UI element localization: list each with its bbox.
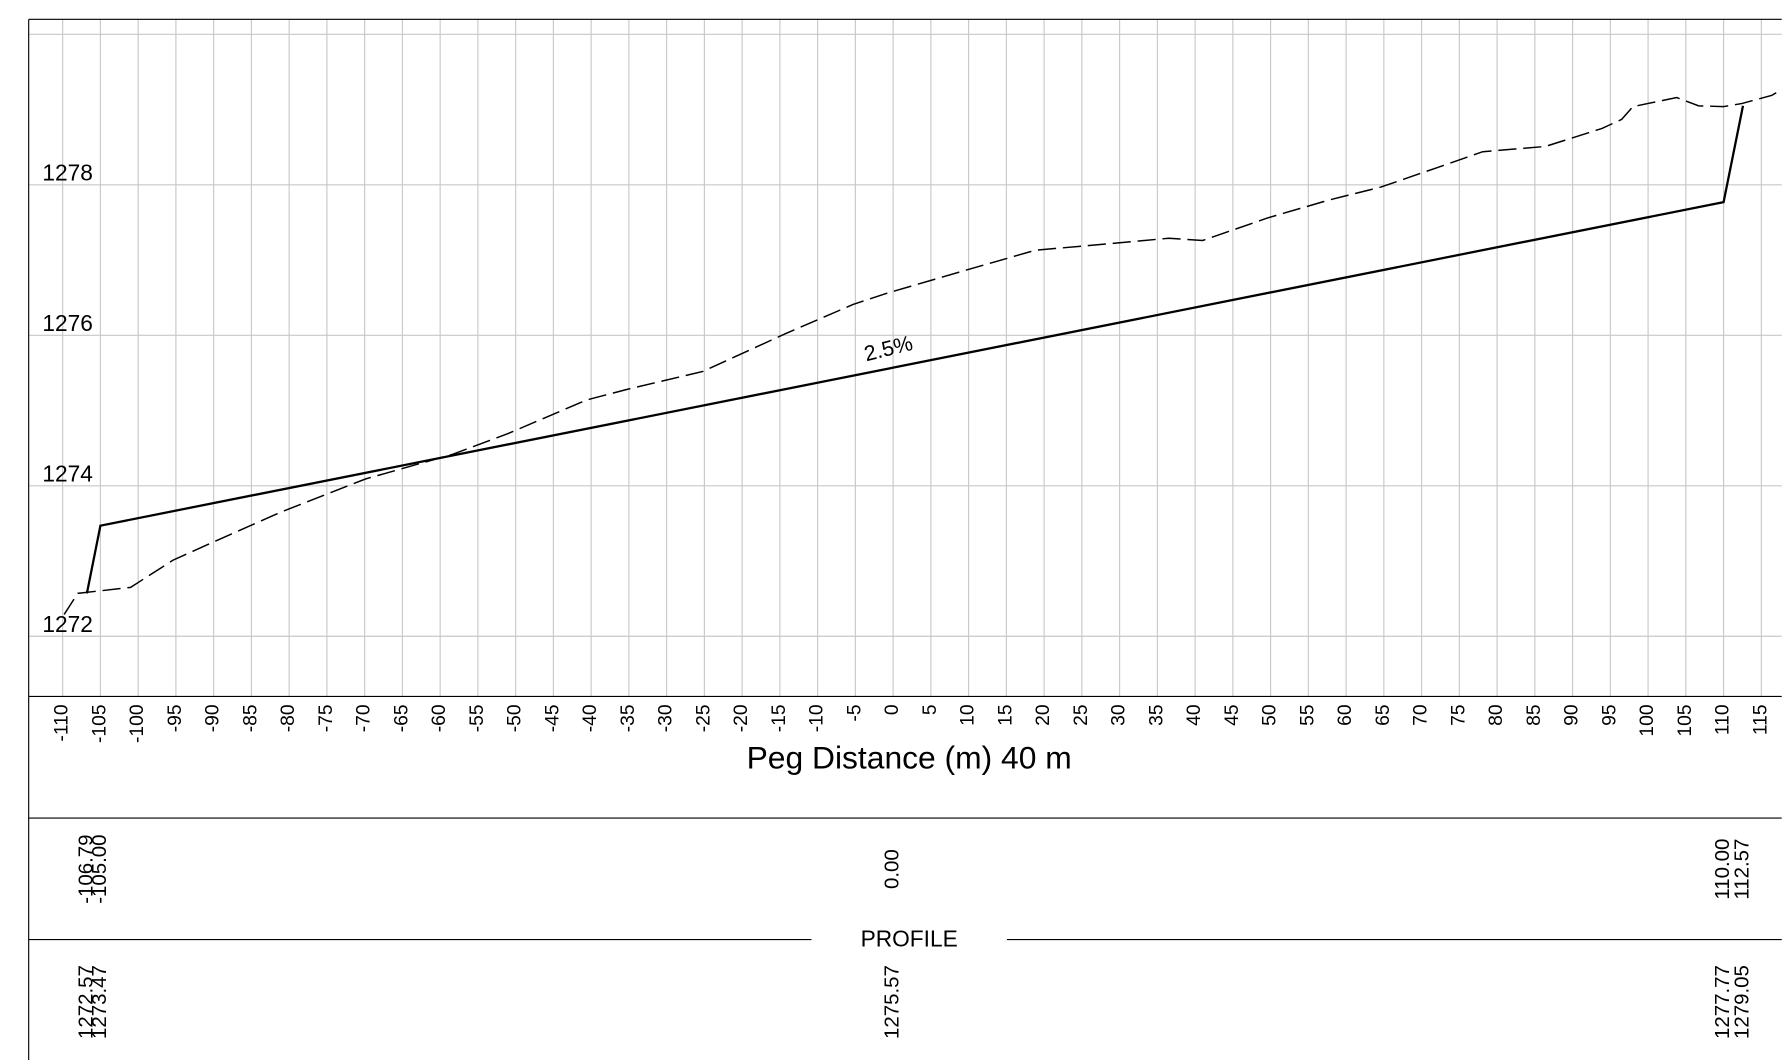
x-tick-label: -25	[693, 704, 714, 732]
x-tick-label: 85	[1524, 704, 1545, 725]
x-tick-label: -50	[505, 704, 526, 732]
x-tick-label: 95	[1599, 704, 1620, 725]
chainage-label: 0.00	[881, 849, 904, 889]
x-tick-label: 80	[1486, 704, 1507, 725]
level-label: 1279.05	[1730, 965, 1753, 1039]
x-tick-label: 55	[1297, 704, 1318, 725]
x-tick-label: 40	[1184, 704, 1205, 725]
x-tick-label: 70	[1411, 704, 1432, 725]
x-tick-label: 65	[1373, 704, 1394, 725]
y-tick-label: 1274	[42, 461, 93, 487]
x-tick-label: 10	[958, 704, 979, 725]
x-tick-label: -20	[731, 704, 752, 732]
x-tick-label: 50	[1260, 704, 1281, 725]
x-tick-label: -55	[467, 704, 488, 732]
x-tick-label: -60	[429, 704, 450, 732]
x-tick-label: -105	[90, 704, 111, 743]
x-tick-label: 90	[1562, 704, 1583, 725]
x-tick-label: 75	[1448, 704, 1469, 725]
profile-line	[63, 89, 1782, 615]
x-tick-label: 115	[1750, 704, 1771, 735]
grid	[28, 19, 1782, 697]
x-axis-label: Peg Distance (m) 40 m	[747, 739, 1072, 775]
x-tick-label: 25	[1071, 704, 1092, 725]
level-label: 1272.57	[74, 965, 97, 1039]
chainage-label: -106.79	[74, 834, 97, 903]
x-tick-label: 30	[1109, 704, 1130, 725]
x-tick-label: 45	[1222, 704, 1243, 725]
x-tick-label: 0	[882, 704, 903, 715]
x-tick-label: -30	[656, 704, 677, 732]
chainage-label: 110.00	[1711, 839, 1734, 900]
x-tick-label: -10	[807, 704, 828, 732]
x-tick-label: -85	[240, 704, 261, 732]
x-tick-label: -5	[844, 704, 865, 721]
x-tick-label: -70	[354, 704, 375, 732]
x-tick-label: -90	[203, 704, 224, 732]
x-tick-label: -75	[316, 704, 337, 732]
y-tick-label: 1272	[42, 611, 93, 637]
x-tick-label: 35	[1146, 704, 1167, 725]
level-label: 1277.77	[1711, 965, 1734, 1039]
chainage-label: -105.00	[88, 834, 111, 903]
x-tick-label: 110	[1713, 704, 1734, 735]
profile-line	[85, 105, 1745, 594]
x-tick-label: -95	[165, 704, 186, 732]
x-tick-label: 20	[1033, 704, 1054, 725]
x-tick-label: 5	[920, 704, 941, 715]
x-tick-label: 60	[1335, 704, 1356, 725]
x-tick-label: -35	[618, 704, 639, 732]
x-tick-label: -45	[542, 704, 563, 732]
x-tick-label: -40	[580, 704, 601, 732]
level-label: 1275.57	[881, 965, 904, 1039]
level-label: 1273.47	[88, 965, 111, 1039]
x-tick-label: -65	[391, 704, 412, 732]
plot	[63, 89, 1782, 615]
chainage-label: 112.57	[1730, 839, 1753, 900]
x-tick-label: 15	[995, 704, 1016, 725]
x-tick-label: -100	[127, 704, 148, 743]
table-title: PROFILE	[861, 926, 958, 952]
x-tick-label: 100	[1637, 704, 1658, 736]
x-tick-label: 105	[1675, 704, 1696, 736]
x-tick-label: -15	[769, 704, 790, 732]
y-tick-label: 1276	[42, 310, 93, 336]
x-tick-label: -110	[52, 704, 73, 741]
x-tick-label: -80	[278, 704, 299, 732]
y-tick-label: 1278	[42, 160, 93, 186]
